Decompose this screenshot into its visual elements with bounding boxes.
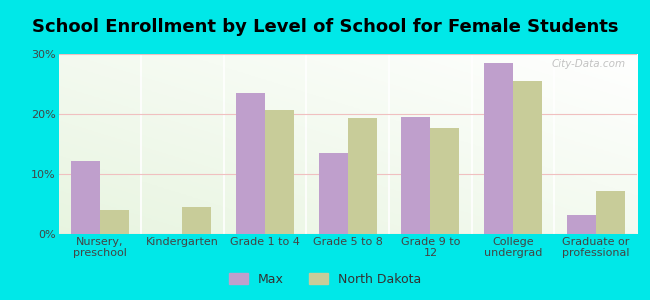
Bar: [265, 110, 294, 234]
Bar: [318, 153, 348, 234]
Bar: [513, 81, 542, 234]
Bar: [71, 161, 100, 234]
Bar: [183, 207, 211, 234]
Bar: [430, 128, 460, 234]
Bar: [484, 63, 513, 234]
Bar: [100, 210, 129, 234]
Bar: [348, 118, 377, 234]
Bar: [567, 215, 595, 234]
Legend: Max, North Dakota: Max, North Dakota: [224, 268, 426, 291]
Bar: [236, 93, 265, 234]
Bar: [595, 191, 625, 234]
Bar: [402, 117, 430, 234]
Text: City-Data.com: City-Data.com: [551, 59, 625, 69]
Text: School Enrollment by Level of School for Female Students: School Enrollment by Level of School for…: [32, 18, 618, 36]
